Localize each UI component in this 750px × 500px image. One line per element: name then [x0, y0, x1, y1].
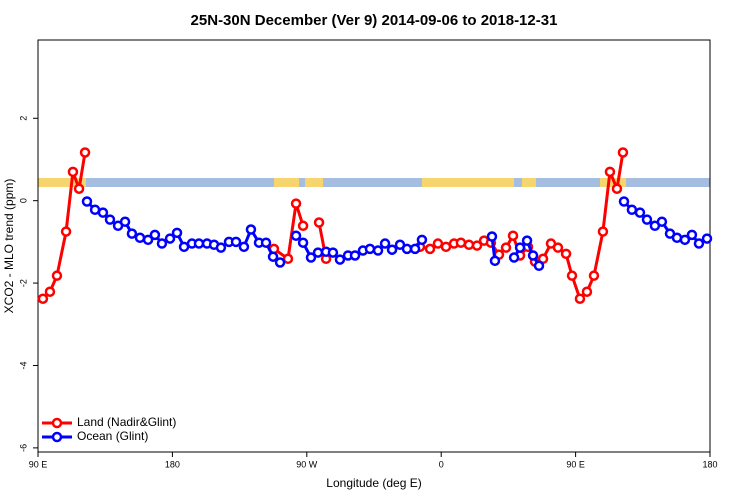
y-axis-label: XCO2 - MLO trend (ppm): [2, 179, 16, 314]
data-point: [349, 250, 361, 261]
data-point: [282, 253, 294, 265]
x-tick-label: 180: [702, 459, 717, 469]
x-tick-label: 90 E: [566, 459, 585, 469]
data-point: [656, 216, 668, 227]
plot-frame: [37, 39, 711, 453]
y-tick-label: 2: [18, 116, 28, 121]
data-point: [508, 252, 520, 263]
data-point: [701, 233, 713, 244]
data-point: [409, 243, 421, 255]
data-point: [574, 293, 586, 304]
data-point: [290, 198, 302, 209]
data-point: [267, 251, 279, 262]
data-point: [693, 238, 705, 249]
data-point: [416, 234, 428, 246]
data-point: [134, 232, 146, 244]
data-point: [440, 241, 452, 253]
legend-label: Ocean (Glint): [77, 429, 148, 443]
data-point: [566, 270, 578, 281]
data-point: [104, 214, 116, 225]
data-point: [119, 216, 131, 227]
data-point: [617, 147, 629, 158]
data-point: [432, 238, 444, 249]
x-tick-label: 180: [165, 459, 180, 469]
chart-title: 25N-30N December (Ver 9) 2014-09-06 to 2…: [191, 12, 558, 29]
data-point: [500, 242, 512, 253]
legend-marker: [51, 417, 63, 429]
data-point: [372, 245, 384, 256]
data-point: [334, 254, 346, 265]
y-tick-label: 0: [18, 198, 28, 203]
data-point: [260, 237, 272, 248]
data-point: [44, 286, 56, 297]
data-point: [679, 234, 691, 246]
data-point: [238, 241, 250, 253]
data-point: [471, 240, 483, 251]
legend-label: Land (Nadir&Glint): [77, 415, 176, 429]
data-point: [156, 238, 168, 249]
legend-marker: [51, 431, 63, 443]
data-point: [313, 217, 325, 228]
data-point: [142, 234, 154, 246]
data-point: [274, 257, 286, 268]
data-point: [533, 260, 545, 272]
data-point: [364, 243, 376, 255]
data-point: [164, 233, 176, 244]
x-tick-label: 90 W: [296, 459, 318, 469]
data-point: [290, 230, 302, 241]
data-point: [297, 237, 309, 248]
data-point: [552, 242, 564, 253]
data-point: [312, 247, 324, 258]
data-point: [611, 183, 623, 194]
data-point: [424, 243, 436, 255]
data-point: [634, 207, 646, 218]
x-tick-label: 0: [439, 459, 444, 469]
data-point: [79, 147, 91, 158]
data-point: [230, 236, 242, 248]
data-point: [514, 242, 526, 253]
data-point: [51, 270, 63, 281]
data-point: [588, 270, 600, 281]
data-point: [626, 204, 638, 215]
data-point: [215, 242, 227, 253]
y-tick-label: -2: [18, 279, 28, 287]
data-point: [581, 286, 593, 297]
data-point: [60, 226, 72, 237]
data-point: [97, 207, 109, 218]
data-point: [67, 166, 79, 178]
data-point: [604, 166, 616, 178]
data-point: [297, 220, 309, 232]
data-point: [81, 196, 93, 207]
data-point: [401, 243, 413, 255]
data-point: [171, 227, 183, 239]
data-point: [527, 250, 539, 261]
data-point: [463, 239, 475, 251]
data-point: [507, 230, 519, 241]
data-point: [686, 229, 698, 241]
data-point: [245, 224, 257, 235]
data-point: [641, 214, 653, 225]
data-point: [386, 244, 398, 255]
data-point: [486, 231, 498, 242]
data-point: [37, 293, 49, 304]
data-point: [618, 196, 630, 207]
data-point: [73, 183, 85, 194]
y-tick-label: -6: [18, 444, 28, 452]
data-point: [305, 252, 317, 263]
data-point: [379, 238, 391, 249]
x-tick-label: 90 E: [29, 459, 48, 469]
data-point: [126, 228, 138, 239]
x-axis-label: Longitude (deg E): [326, 476, 421, 490]
series-line: [41, 152, 625, 302]
data-point: [489, 255, 501, 267]
data-point: [521, 235, 533, 246]
y-tick-label: -4: [18, 361, 28, 369]
data-point: [327, 247, 339, 258]
data-point: [560, 248, 572, 260]
data-point: [597, 226, 609, 237]
data-point: [149, 229, 161, 241]
data-point: [455, 237, 467, 248]
data-point: [193, 238, 205, 249]
